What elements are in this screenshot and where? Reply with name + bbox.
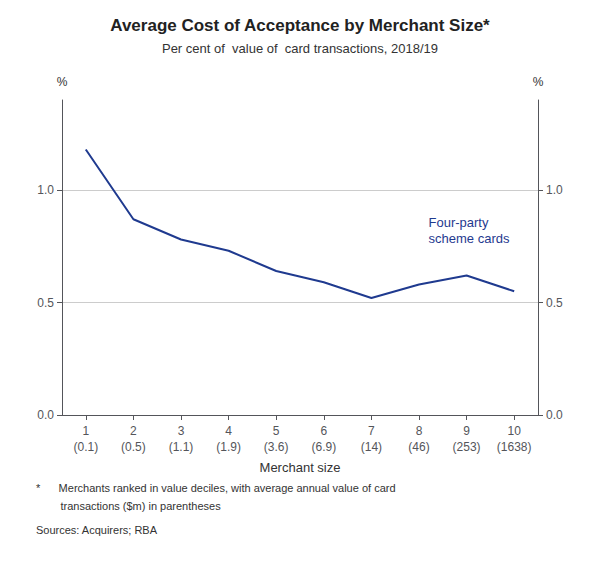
svg-text:(1.1): (1.1) <box>169 440 194 454</box>
svg-text:(6.9): (6.9) <box>311 440 336 454</box>
svg-text:0.0: 0.0 <box>37 408 54 422</box>
svg-text:(0.1): (0.1) <box>73 440 98 454</box>
svg-text:%: % <box>533 75 544 89</box>
svg-text:1: 1 <box>82 424 89 438</box>
svg-text:(253): (253) <box>453 440 481 454</box>
svg-text:Per cent of value of card tr: Per cent of value of card transactions, … <box>162 41 438 56</box>
svg-text:6: 6 <box>320 424 327 438</box>
svg-text:transactions ($m) in parenthes: transactions ($m) in parentheses <box>36 500 221 512</box>
svg-text:(46): (46) <box>408 440 429 454</box>
svg-text:Average Cost of Acceptance by: Average Cost of Acceptance by Merchant S… <box>110 16 490 35</box>
svg-text:Four-party: Four-party <box>429 215 489 230</box>
svg-text:* Merchants ranked in val: * Merchants ranked in value deciles, wit… <box>36 482 396 494</box>
svg-text:2: 2 <box>130 424 137 438</box>
svg-text:(1.9): (1.9) <box>216 440 241 454</box>
svg-text:3: 3 <box>178 424 185 438</box>
svg-text:0.5: 0.5 <box>546 296 563 310</box>
svg-text:(0.5): (0.5) <box>121 440 146 454</box>
svg-text:(3.6): (3.6) <box>264 440 289 454</box>
svg-text:5: 5 <box>273 424 280 438</box>
svg-text:4: 4 <box>225 424 232 438</box>
svg-text:%: % <box>57 75 68 89</box>
svg-text:Merchant size: Merchant size <box>260 460 341 475</box>
svg-text:scheme cards: scheme cards <box>429 231 510 246</box>
svg-text:Sources: Acquirers; RBA: Sources: Acquirers; RBA <box>36 524 158 536</box>
svg-text:0.5: 0.5 <box>37 296 54 310</box>
svg-text:7: 7 <box>368 424 375 438</box>
svg-text:8: 8 <box>416 424 423 438</box>
svg-text:1.0: 1.0 <box>546 183 563 197</box>
svg-text:(14): (14) <box>361 440 382 454</box>
svg-text:10: 10 <box>508 424 522 438</box>
svg-text:(1638): (1638) <box>497 440 532 454</box>
svg-text:0.0: 0.0 <box>546 408 563 422</box>
svg-text:9: 9 <box>463 424 470 438</box>
svg-text:1.0: 1.0 <box>37 183 54 197</box>
